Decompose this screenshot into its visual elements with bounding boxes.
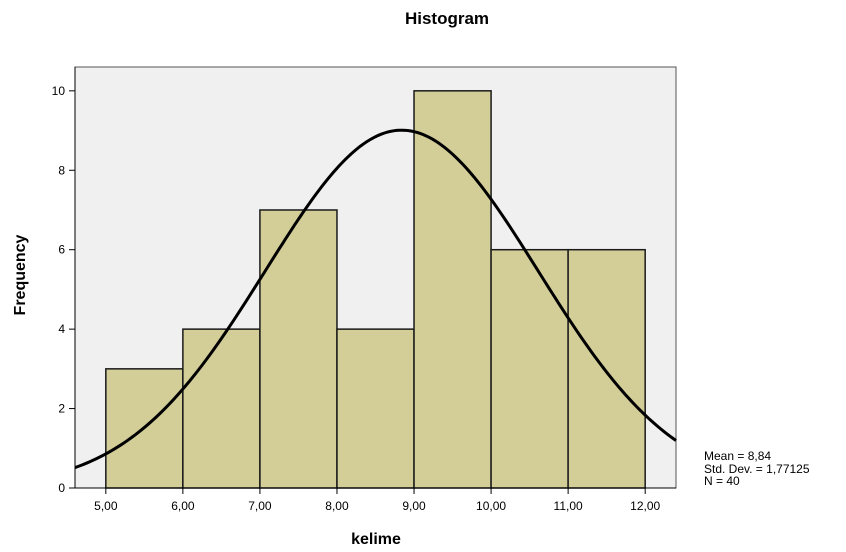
x-tick-label: 6,00 bbox=[171, 499, 195, 513]
histogram-bar bbox=[259, 209, 338, 489]
x-tick-label: 11,00 bbox=[554, 499, 583, 513]
x-tick-label: 9,00 bbox=[402, 499, 426, 513]
y-tick-label: 8 bbox=[58, 163, 65, 177]
histogram-bar bbox=[413, 90, 492, 489]
y-axis-label: Frequency bbox=[12, 234, 29, 315]
x-axis-label: kelime bbox=[351, 531, 401, 548]
histogram-bar bbox=[490, 248, 569, 489]
normal-curve bbox=[74, 128, 677, 470]
x-tick-label: 7,00 bbox=[248, 499, 272, 513]
y-tick-label: 2 bbox=[58, 402, 65, 416]
y-tick-label: 4 bbox=[58, 322, 65, 336]
chart-title: Histogram bbox=[405, 9, 489, 28]
statistics-box: Mean = 8,84 Std. Dev. = 1,77125 N = 40 bbox=[704, 450, 810, 488]
y-tick-label: 6 bbox=[58, 243, 65, 257]
n-stat: N = 40 bbox=[704, 474, 740, 488]
histogram-bar bbox=[567, 248, 646, 489]
std-dev-stat: Std. Dev. = 1,77125 bbox=[704, 461, 810, 476]
y-tick-label: 0 bbox=[58, 481, 65, 495]
x-tick-label: 10,00 bbox=[476, 499, 506, 513]
x-tick-label: 8,00 bbox=[325, 499, 349, 513]
x-tick-label: 5,00 bbox=[94, 499, 118, 513]
x-tick-label: 12,00 bbox=[630, 499, 660, 513]
mean-stat: Mean = 8,84 bbox=[704, 449, 772, 463]
histogram-bar bbox=[182, 328, 261, 489]
histogram-bar bbox=[336, 328, 415, 489]
y-tick-label: 10 bbox=[52, 84, 66, 98]
